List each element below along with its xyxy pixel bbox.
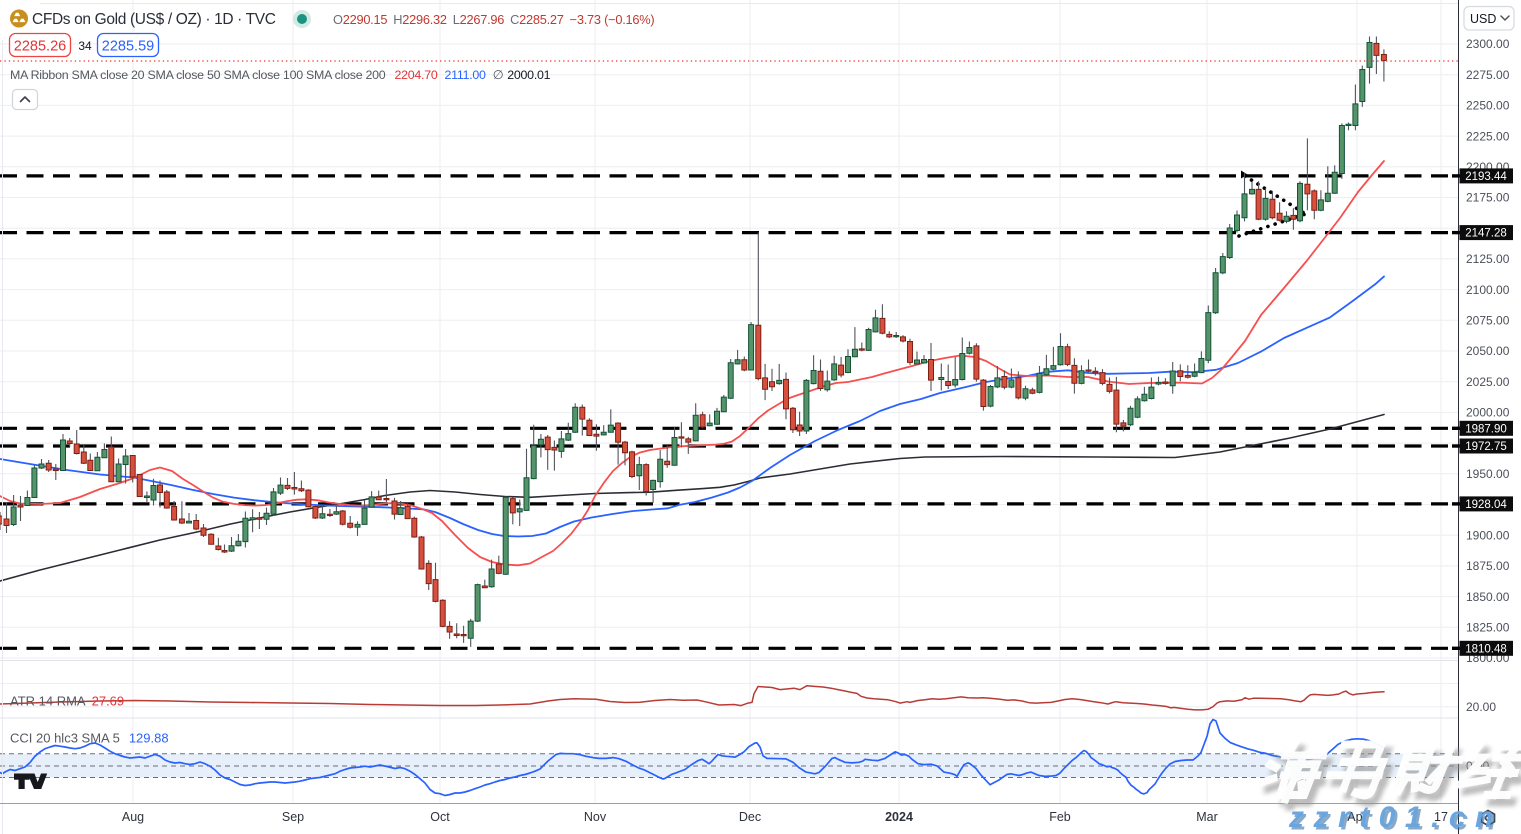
svg-text:2250.00: 2250.00 (1466, 99, 1510, 113)
svg-text:1950.00: 1950.00 (1466, 467, 1510, 481)
svg-text:zzrt01.cn: zzrt01.cn (1288, 801, 1503, 834)
svg-text:1987.90: 1987.90 (1465, 423, 1507, 435)
svg-text:2024: 2024 (885, 810, 913, 824)
svg-text:Nov: Nov (584, 810, 607, 824)
svg-text:2275.00: 2275.00 (1466, 68, 1510, 82)
svg-text:Apr: Apr (1347, 810, 1366, 824)
svg-text:1850.00: 1850.00 (1466, 590, 1510, 604)
svg-text:2000.00: 2000.00 (1466, 406, 1510, 420)
svg-text:2175.00: 2175.00 (1466, 191, 1510, 205)
svg-text:1825.00: 1825.00 (1466, 621, 1510, 635)
svg-text:2285.59: 2285.59 (102, 39, 154, 55)
svg-text:1972.75: 1972.75 (1465, 441, 1507, 453)
svg-text:17: 17 (1434, 810, 1448, 824)
svg-text:2025.00: 2025.00 (1466, 375, 1510, 389)
svg-text:2075.00: 2075.00 (1466, 314, 1510, 328)
svg-text:2225.00: 2225.00 (1466, 129, 1510, 143)
svg-text:1900.00: 1900.00 (1466, 528, 1510, 542)
svg-text:1810.48: 1810.48 (1465, 643, 1507, 655)
svg-text:1928.04: 1928.04 (1465, 499, 1507, 511)
svg-text:2100.00: 2100.00 (1466, 283, 1510, 297)
svg-text:2147.28: 2147.28 (1465, 228, 1507, 240)
svg-text:2193.44: 2193.44 (1465, 171, 1507, 183)
svg-text:Mar: Mar (1196, 810, 1218, 824)
svg-text:USD: USD (1470, 12, 1496, 26)
svg-text:1875.00: 1875.00 (1466, 559, 1510, 573)
svg-text:2285.26: 2285.26 (14, 39, 66, 55)
svg-text:CFDs on Gold (US$ / OZ) · 1D ·: CFDs on Gold (US$ / OZ) · 1D · TVC (32, 11, 276, 28)
svg-text:20.00: 20.00 (1466, 700, 1496, 714)
svg-text:Feb: Feb (1049, 810, 1071, 824)
svg-text:Sep: Sep (282, 810, 304, 824)
svg-text:Aug: Aug (122, 810, 144, 824)
svg-text:34: 34 (78, 39, 92, 53)
svg-text:2300.00: 2300.00 (1466, 37, 1510, 51)
svg-text:2050.00: 2050.00 (1466, 344, 1510, 358)
svg-text:zzrt01.cn: zzrt01.cn (1291, 804, 1506, 834)
svg-text:MA Ribbon SMA close 20 SMA clo: MA Ribbon SMA close 20 SMA close 50 SMA … (10, 68, 551, 82)
svg-text:Oct: Oct (430, 810, 450, 824)
svg-text:Dec: Dec (739, 810, 761, 824)
svg-text:2125.00: 2125.00 (1466, 252, 1510, 266)
